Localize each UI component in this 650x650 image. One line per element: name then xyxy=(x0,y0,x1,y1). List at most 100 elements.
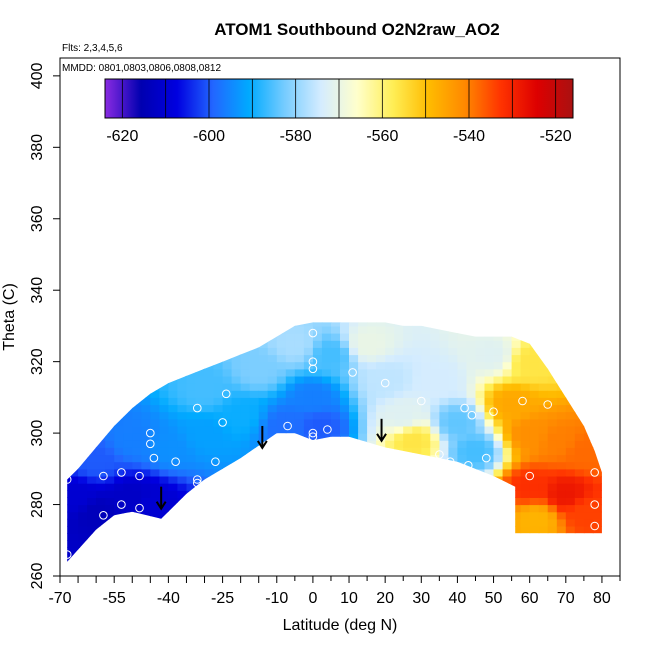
heatmap-cell xyxy=(69,354,79,363)
heatmap-cell xyxy=(285,433,296,441)
heatmap-cell xyxy=(331,347,341,356)
heatmap-cell xyxy=(412,526,422,534)
heatmap-cell xyxy=(141,511,151,520)
heatmap-cell xyxy=(583,554,594,562)
heatmap-cell xyxy=(484,433,495,441)
heatmap-cell xyxy=(547,354,558,363)
heatmap-cell xyxy=(503,562,513,570)
heatmap-cell xyxy=(367,461,377,470)
heatmap-cell xyxy=(177,554,187,562)
heatmap-cell xyxy=(276,333,287,341)
heatmap-cell xyxy=(96,375,106,384)
heatmap-cell xyxy=(303,504,314,513)
heatmap-cell xyxy=(574,368,585,377)
heatmap-cell xyxy=(276,322,287,327)
heatmap-cell xyxy=(349,554,359,562)
heatmap-cell xyxy=(529,426,540,434)
heatmap-cell xyxy=(358,554,368,562)
heatmap-cell xyxy=(367,426,377,434)
heatmap-cell xyxy=(177,540,187,548)
heatmap-cell xyxy=(592,390,602,398)
heatmap-cell xyxy=(249,440,260,448)
x-tick-label: 60 xyxy=(521,590,539,607)
heatmap-cell xyxy=(349,418,359,427)
heatmap-cell xyxy=(60,562,70,570)
heatmap-cell xyxy=(231,404,242,413)
heatmap-cell xyxy=(565,511,576,520)
heatmap-cell xyxy=(466,368,477,377)
heatmap-cell xyxy=(132,526,142,534)
heatmap-cell xyxy=(285,504,296,513)
heatmap-cell xyxy=(150,375,160,384)
heatmap-cell xyxy=(529,375,540,384)
heatmap-cell xyxy=(565,340,576,348)
heatmap-cell xyxy=(565,368,576,377)
heatmap-cell xyxy=(394,447,404,456)
heatmap-cell xyxy=(592,347,602,356)
heatmap-cell xyxy=(105,454,115,463)
heatmap-cell xyxy=(240,433,251,441)
heatmap-cell xyxy=(556,468,567,477)
heatmap-cell xyxy=(114,483,124,491)
heatmap-cell xyxy=(78,404,88,413)
heatmap-cell xyxy=(168,547,178,556)
heatmap-cell xyxy=(403,397,413,406)
heatmap-cell xyxy=(521,562,531,570)
heatmap-cell xyxy=(592,497,602,506)
heatmap-cell xyxy=(132,483,142,491)
sample-point xyxy=(211,457,220,467)
heatmap-cell xyxy=(602,326,612,334)
heatmap-cell xyxy=(267,440,278,448)
heatmap-cell xyxy=(475,454,486,463)
heatmap-cell xyxy=(249,547,260,556)
heatmap-cell xyxy=(602,562,612,570)
heatmap-cell xyxy=(538,454,549,463)
heatmap-cell xyxy=(439,354,449,363)
heatmap-cell xyxy=(547,390,558,398)
heatmap-cell xyxy=(457,504,467,513)
heatmap-cell xyxy=(187,562,197,570)
heatmap-cell xyxy=(67,325,70,334)
heatmap-cell xyxy=(340,454,350,463)
heatmap-cell xyxy=(258,483,269,491)
heatmap-cell xyxy=(159,526,169,534)
heatmap-cell xyxy=(240,547,251,556)
heatmap-cell xyxy=(556,540,567,548)
heatmap-cell xyxy=(285,554,296,562)
heatmap-cell xyxy=(195,426,206,434)
heatmap-cell xyxy=(430,476,440,484)
heatmap-cell xyxy=(484,504,495,513)
heatmap-cell xyxy=(421,518,431,527)
heatmap-cell xyxy=(520,333,531,341)
heatmap-cell xyxy=(493,383,504,391)
heatmap-cell xyxy=(294,476,305,484)
heatmap-cell xyxy=(223,312,233,320)
heatmap-cell xyxy=(132,447,142,456)
heatmap-cell xyxy=(222,433,233,441)
heatmap-cell xyxy=(385,554,395,562)
heatmap-cell xyxy=(358,454,368,463)
heatmap-cell xyxy=(159,347,169,356)
heatmap-cell xyxy=(484,322,495,327)
heatmap-cell xyxy=(484,333,495,341)
x-tick-label: 0 xyxy=(308,590,317,607)
heatmap-cell xyxy=(69,390,79,398)
heatmap-cell xyxy=(457,533,467,541)
heatmap-cell xyxy=(141,540,151,548)
heatmap-cell xyxy=(529,433,540,441)
heatmap-cell xyxy=(385,322,395,327)
heatmap-cell xyxy=(141,418,151,427)
heatmap-cell xyxy=(303,447,314,456)
heatmap-cell xyxy=(150,426,160,434)
heatmap-cell xyxy=(556,554,567,562)
heatmap-cell xyxy=(132,540,142,548)
heatmap-cell xyxy=(141,476,151,484)
heatmap-cell xyxy=(123,468,133,477)
heatmap-cell xyxy=(331,497,341,506)
x-tick-label: 70 xyxy=(557,590,575,607)
heatmap-cell xyxy=(105,540,115,548)
heatmap-cell xyxy=(114,461,124,470)
heatmap-cell xyxy=(439,383,449,391)
heatmap-cell xyxy=(69,433,79,441)
sample-point xyxy=(117,500,126,509)
